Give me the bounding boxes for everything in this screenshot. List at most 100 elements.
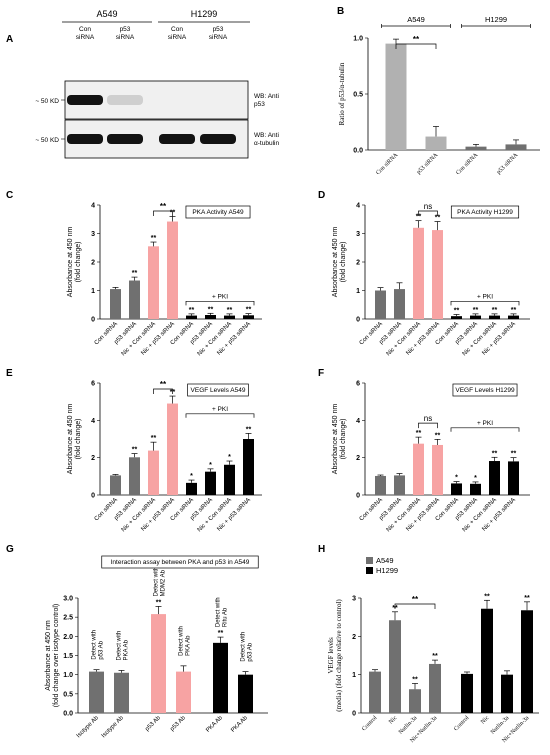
significance-star: ** bbox=[511, 307, 517, 314]
chart-title-box: Interaction assay between PKA and p53 in… bbox=[101, 555, 259, 569]
y-axis-label-line: (fold change) bbox=[75, 419, 82, 460]
y-axis-label: Absorbance at 450 nm(fold change) bbox=[67, 227, 82, 298]
y-tick-label: 2.0 bbox=[63, 634, 73, 641]
y-tick-label: 2 bbox=[91, 260, 95, 267]
lane-label: p53 siRNA bbox=[116, 26, 135, 41]
bar bbox=[409, 689, 421, 713]
bar-annotation-line: Detect with bbox=[179, 626, 185, 656]
blot-tubulin: ~ 50 KD WB: Anti α-tubulin bbox=[35, 119, 279, 159]
y-tick-label: 0.5 bbox=[63, 691, 73, 698]
significance-star: * bbox=[190, 473, 193, 480]
mw-marker: ~ 50 KD bbox=[35, 98, 59, 105]
x-tick-label: Con siRNA bbox=[455, 152, 480, 177]
bar-annotation-line: p53 Ab bbox=[99, 640, 105, 659]
bar-annotation-line: PKA Ab bbox=[186, 635, 192, 656]
bar bbox=[375, 475, 386, 495]
bar-annotation-line: Detect with bbox=[117, 631, 123, 661]
significance-star: * bbox=[209, 462, 212, 469]
x-tick-label: p53 siRNA bbox=[496, 152, 520, 176]
significance-bracket bbox=[153, 388, 173, 394]
bar bbox=[451, 316, 462, 319]
chart-title-box: VEGF Levels H1299 bbox=[452, 383, 518, 397]
y-tick-label: 6 bbox=[91, 381, 95, 388]
y-tick-label: 0 bbox=[356, 317, 360, 324]
lane-label-line: p53 bbox=[213, 26, 224, 33]
x-tick-label: Nic + p53 siRNA bbox=[140, 497, 175, 532]
bar bbox=[432, 444, 443, 495]
chart-title: VEGF Levels H1299 bbox=[455, 387, 515, 394]
significance-bracket bbox=[395, 43, 437, 49]
y-tick-label: 0 bbox=[356, 493, 360, 500]
bar bbox=[470, 483, 481, 495]
lane-label-line: Con bbox=[79, 26, 91, 33]
bar bbox=[375, 290, 386, 319]
bar bbox=[505, 144, 527, 150]
bar bbox=[489, 315, 500, 319]
bar bbox=[465, 146, 487, 150]
y-axis-label: Absorbance at 450 nm(fold change over is… bbox=[45, 604, 60, 708]
bar bbox=[110, 289, 121, 319]
lane-label: Con siRNA bbox=[168, 26, 187, 41]
significance-label: ns bbox=[424, 414, 432, 423]
x-tick-label: Nic + p53 siRNA bbox=[481, 321, 516, 356]
bar bbox=[481, 608, 493, 713]
bar bbox=[425, 136, 447, 150]
bar bbox=[148, 246, 159, 319]
significance-star: ** bbox=[132, 447, 138, 454]
x-tick-label: Isotype Ab bbox=[101, 715, 126, 740]
chart-title: VEGF Levels A549 bbox=[191, 387, 246, 394]
bar bbox=[151, 614, 166, 713]
bar bbox=[213, 642, 228, 713]
significance-label: ** bbox=[413, 35, 420, 44]
significance-star: ** bbox=[151, 435, 157, 442]
y-tick-label: 1.0 bbox=[63, 672, 73, 679]
group-label: H1299 bbox=[191, 9, 218, 19]
bar bbox=[114, 672, 129, 713]
bar bbox=[385, 43, 407, 150]
x-tick-label: Nic + Con siRNA bbox=[121, 321, 157, 357]
chart-title-frame bbox=[101, 555, 259, 569]
y-axis-label-line: Ratio of p53/α-tubulin bbox=[338, 62, 346, 125]
x-tick-label: PKA Ab bbox=[205, 715, 224, 734]
significance-label: ** bbox=[160, 380, 167, 389]
bar bbox=[129, 280, 140, 319]
bar bbox=[148, 450, 159, 495]
y-axis-label-line: Absorbance at 450 nm bbox=[67, 227, 74, 298]
x-tick-label: Control bbox=[361, 715, 378, 732]
blot-p53: ~ 50 KD WB: Anti p53 bbox=[35, 80, 279, 120]
blot-band bbox=[107, 134, 143, 144]
significance-bracket bbox=[153, 210, 173, 216]
bar bbox=[186, 315, 197, 319]
significance-star: ** bbox=[473, 307, 479, 314]
bar-annotation-line: Detect with bbox=[216, 597, 222, 627]
blot-label-line: p53 bbox=[254, 101, 265, 108]
pki-bracket bbox=[450, 300, 520, 306]
blot-label-line: WB: Anti bbox=[254, 93, 279, 100]
significance-star: ** bbox=[156, 599, 162, 606]
bar-annotation-line: PKA Ab bbox=[124, 639, 130, 660]
y-axis-label-line: (media) (fold change relative to control… bbox=[335, 599, 343, 712]
bar bbox=[394, 289, 405, 319]
panel-letter: D bbox=[318, 190, 325, 201]
y-tick-label: 3 bbox=[91, 231, 95, 238]
legend-label: H1299 bbox=[376, 566, 398, 575]
bar-annotation-line: Detect with bbox=[154, 567, 160, 597]
panel-letter: F bbox=[318, 368, 324, 379]
x-tick-label: Nic bbox=[480, 715, 491, 726]
significance-star: ** bbox=[416, 214, 422, 221]
y-axis-label-line: Absorbance at 450 nm bbox=[45, 620, 52, 691]
y-axis-label-line: (fold change) bbox=[340, 242, 347, 283]
lane-label-line: siRNA bbox=[209, 34, 228, 41]
x-tick-label: Nic + p53 siRNA bbox=[405, 321, 440, 356]
lane-label-line: siRNA bbox=[116, 34, 135, 41]
lane-label-line: p53 bbox=[120, 26, 131, 33]
y-tick-label: 1 bbox=[356, 288, 360, 295]
bar-annotation: Detect withp53 Ab bbox=[92, 630, 105, 660]
x-tick-label: Nic + p53 siRNA bbox=[216, 321, 251, 356]
significance-star: ** bbox=[132, 270, 138, 277]
bar bbox=[432, 230, 443, 319]
significance-star: ** bbox=[208, 306, 214, 313]
significance-label: ns bbox=[424, 202, 432, 211]
